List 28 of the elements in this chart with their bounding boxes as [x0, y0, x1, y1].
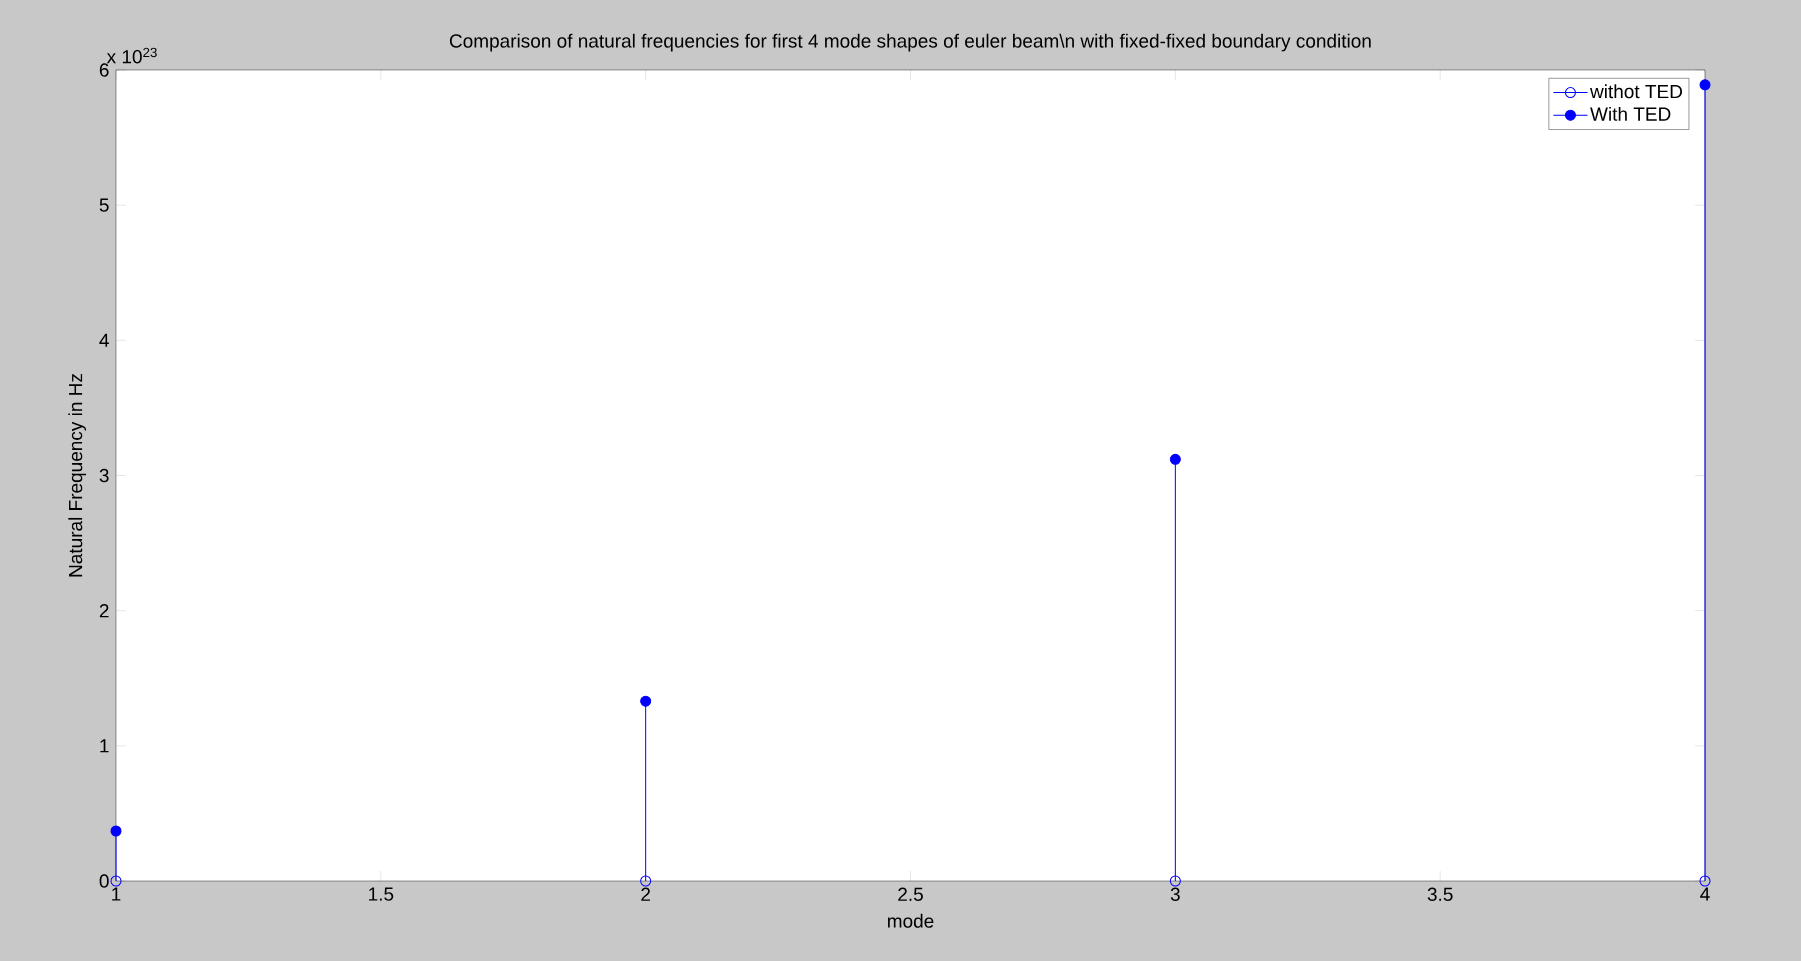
x-tick-label: 1 [112, 887, 121, 901]
point [1169, 875, 1181, 887]
point [110, 825, 122, 837]
y-axis-title: Natural Frequency in Hz [68, 374, 87, 577]
y-tick-label: 0 [99, 874, 109, 888]
y-tick-label: 3 [99, 468, 109, 483]
x-tick-label: 2.5 [898, 887, 923, 901]
y-tick-label: 6 [99, 63, 109, 77]
legend-label: With TED [1590, 106, 1671, 121]
x-tick-label: 3.5 [1427, 887, 1453, 901]
point [110, 875, 122, 887]
point [1699, 79, 1711, 91]
x-tick-label: 2 [641, 887, 650, 901]
x-tick-label: 1.5 [369, 887, 394, 901]
x-axis-title: mode [888, 913, 934, 928]
x-tick-label: 3 [1170, 887, 1180, 901]
x-tick-label: 4 [1700, 887, 1710, 901]
point [640, 875, 652, 887]
point [640, 695, 652, 707]
point [1699, 875, 1711, 887]
chart-title: Comparison of natural frequencies for first 4 mode shapes of euler beam\n with fixed-fixed boundary condition [449, 33, 1371, 52]
y-tick-label: 1 [100, 739, 109, 753]
text: x 10$^{23}$ [106, 47, 157, 64]
point [1169, 453, 1181, 465]
y-tick-label: 5 [99, 198, 109, 212]
y-tick-label: 4 [99, 333, 109, 347]
legend-label: withot TED [1589, 84, 1682, 99]
y-tick-label: 2 [99, 604, 109, 618]
